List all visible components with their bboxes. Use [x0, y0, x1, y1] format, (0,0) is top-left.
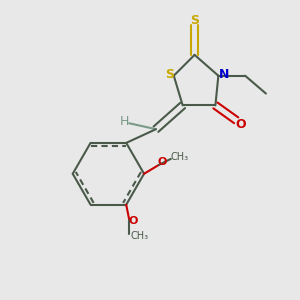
Text: O: O [158, 157, 167, 167]
Text: S: S [190, 14, 199, 27]
Text: S: S [165, 68, 174, 81]
Text: N: N [218, 68, 229, 81]
Text: CH₃: CH₃ [171, 152, 189, 162]
Text: O: O [235, 118, 246, 131]
Text: CH₃: CH₃ [130, 231, 149, 241]
Text: H: H [120, 115, 129, 128]
Text: O: O [129, 216, 138, 226]
